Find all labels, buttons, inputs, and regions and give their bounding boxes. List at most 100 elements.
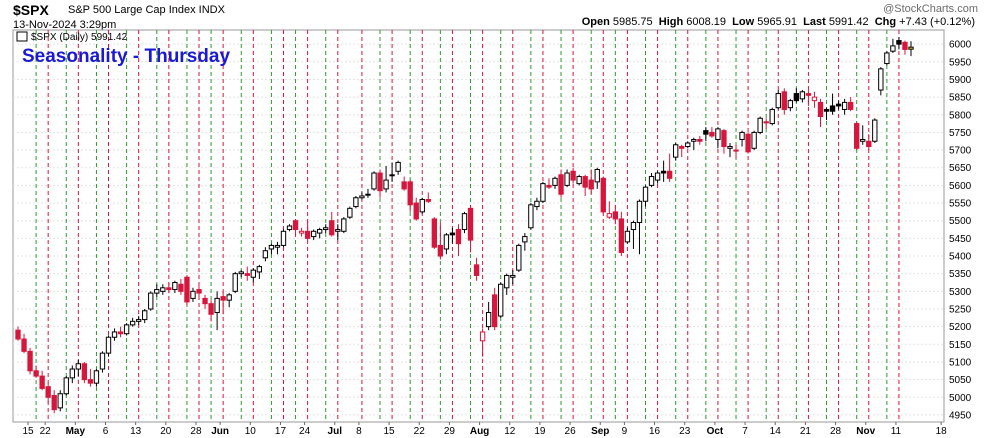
candle-body (45, 386, 51, 398)
candle (226, 293, 232, 308)
x-tick-label: 28 (190, 426, 202, 437)
candle (890, 38, 896, 53)
y-tick-label: 6000 (949, 40, 972, 51)
candle (99, 351, 106, 373)
candle-body (226, 294, 232, 301)
candle (280, 229, 287, 248)
candle-body (347, 207, 353, 218)
candle (624, 227, 631, 244)
candle (238, 270, 244, 278)
candle (805, 90, 812, 106)
candle (600, 176, 606, 214)
y-tick-label: 5300 (949, 287, 972, 298)
candle (691, 137, 697, 151)
candle-body (582, 176, 588, 188)
candle-body (298, 230, 305, 234)
candle (298, 227, 305, 237)
candle (799, 90, 806, 103)
candle (365, 188, 371, 198)
candle (105, 335, 112, 357)
y-tick-label: 5950 (949, 57, 972, 68)
candle (751, 130, 757, 151)
candle-body (136, 319, 142, 322)
x-tick-label: 28 (830, 426, 842, 437)
candle-body (902, 41, 908, 50)
legend-label: $SPX (Daily) 5991.42 (31, 32, 128, 43)
candle (673, 143, 679, 161)
candle-body (479, 331, 486, 342)
y-axis: 4950 5000 5050 5100 5150 5200 5250 5300 5350 5400… (949, 40, 972, 422)
candle-body (99, 352, 106, 370)
y-tick-label: 5150 (949, 340, 972, 351)
candle-body (522, 236, 528, 243)
candle (727, 143, 733, 158)
day-marker-lines (35, 30, 900, 422)
candle-body (528, 204, 534, 229)
candle-body (323, 227, 329, 231)
candle-body (679, 146, 685, 149)
chart-date: 13-Nov-2024 3:29pm (13, 19, 117, 31)
candle (286, 224, 293, 232)
candle-body (238, 271, 244, 275)
candle-body (534, 200, 540, 208)
price-legend: $SPX (Daily) 5991.42 (16, 31, 128, 43)
candle (87, 369, 94, 387)
chg-label: Chg (874, 16, 897, 28)
candle-body (504, 274, 510, 289)
candle-body (359, 195, 365, 199)
candle (347, 206, 353, 219)
candle-body (878, 68, 884, 91)
candle-body (63, 377, 69, 395)
candle (630, 220, 637, 249)
candle-body (787, 100, 793, 109)
candle (666, 153, 673, 182)
candle (419, 197, 425, 214)
candle-body (570, 170, 576, 181)
candle (304, 220, 311, 241)
x-tick-label: Jun (211, 426, 229, 437)
symbol-description: S&P 500 Large Cap Index INDX (68, 4, 225, 16)
candle-body (552, 177, 558, 186)
candle (63, 376, 69, 396)
candle-body (401, 181, 407, 190)
x-tick-label: 21 (800, 426, 812, 437)
candle (292, 218, 299, 237)
candle-body (413, 202, 419, 220)
candle (274, 241, 281, 255)
candle-body (232, 273, 238, 292)
candle-body (329, 220, 335, 236)
candle (262, 247, 269, 262)
candle-body (389, 174, 395, 177)
candle (654, 171, 661, 184)
candle (232, 271, 238, 294)
x-tick-label: 15 (384, 426, 396, 437)
candle (455, 224, 462, 257)
candle (582, 174, 588, 196)
candle (129, 317, 136, 327)
candle-body (685, 142, 691, 148)
y-tick-label: 5750 (949, 128, 972, 139)
candle-body (594, 168, 600, 183)
candle (618, 211, 625, 257)
candle-body (516, 244, 522, 271)
candle-body (395, 161, 401, 172)
candle-body (799, 91, 806, 100)
candle (160, 284, 166, 295)
candle (703, 127, 709, 142)
candle-body (558, 174, 564, 195)
candle (383, 165, 389, 193)
candle (872, 118, 878, 144)
candle-body (817, 101, 824, 118)
x-tick-label: 16 (649, 426, 661, 437)
candle-body (57, 393, 63, 409)
candle-body (540, 183, 546, 202)
candle (841, 98, 848, 115)
candle-body (866, 140, 872, 148)
candle (268, 243, 275, 255)
candle-body (654, 172, 661, 181)
x-axis: 15 22 May 6 13 20 28 Jun 10 17 24 Jul 8 15 22 29 Aug 12 19… (22, 422, 947, 437)
candle (540, 181, 546, 204)
candle-body (727, 146, 733, 149)
candle-body (491, 294, 498, 328)
